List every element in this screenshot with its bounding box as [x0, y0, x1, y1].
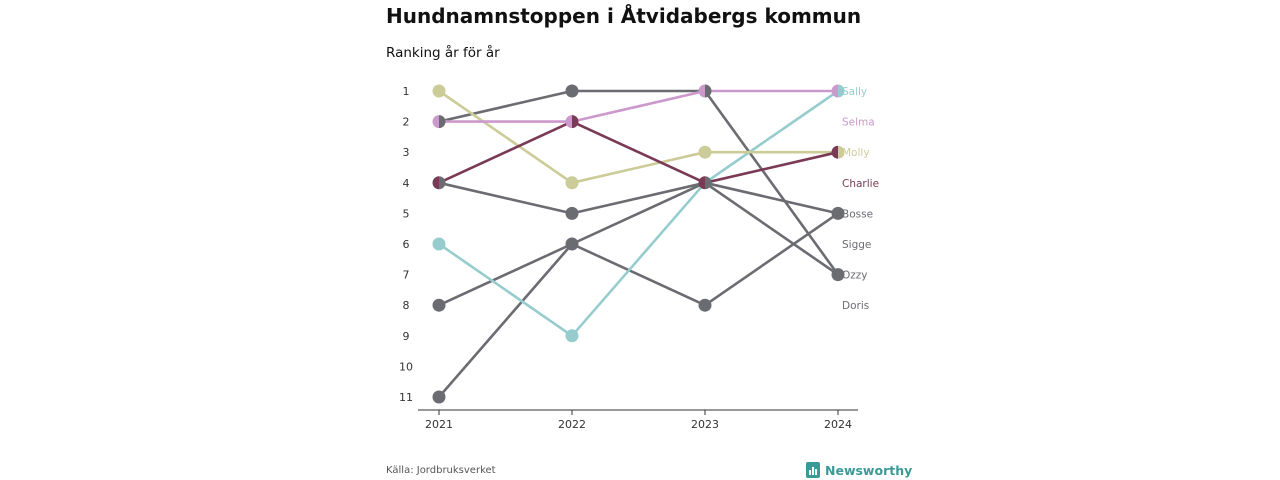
- point-charlie-selma-2022-left: [565, 115, 572, 129]
- point-molly-2023: [698, 145, 712, 159]
- y-tick-label: 4: [403, 177, 410, 190]
- chart-title: Hundnamnstoppen i Åtvidabergs kommun: [386, 4, 862, 28]
- x-tick-label: 2022: [558, 418, 586, 431]
- newsworthy-icon: [806, 462, 820, 478]
- point-sigge-2021: [432, 298, 446, 312]
- point-ozzy-selma-2023-right: [705, 84, 712, 98]
- end-label-charlie: Charlie: [842, 178, 879, 190]
- y-tick-label: 11: [399, 391, 413, 404]
- y-tick-label: 8: [403, 299, 410, 312]
- point-sally-2021: [432, 237, 446, 251]
- point-bosse-charlie-2021-left: [432, 176, 439, 190]
- point-sigge-bosse-sally-charlie-2023-right: [705, 176, 712, 190]
- source-note: Källa: Jordbruksverket: [386, 465, 496, 476]
- x-tick-label: 2021: [425, 418, 453, 431]
- y-tick-label: 9: [403, 330, 410, 343]
- end-label-selma: Selma: [842, 117, 875, 129]
- point-molly-charlie-2024-right: [838, 145, 845, 159]
- y-tick-label: 2: [403, 116, 410, 129]
- end-label-bosse: Bosse: [842, 208, 873, 220]
- point-bosse-2022: [565, 206, 579, 220]
- end-label-molly: Molly: [842, 147, 870, 159]
- point-ozzy-2022: [565, 84, 579, 98]
- point-molly-2021: [432, 84, 446, 98]
- point-molly-2022: [565, 176, 579, 190]
- x-tick-label: 2024: [824, 418, 852, 431]
- point-ozzy-selma-2023-left: [698, 84, 705, 98]
- point-sally-selma-2024-right: [838, 84, 845, 98]
- end-label-doris: Doris: [842, 300, 869, 312]
- point-ozzy-selma-2021-left: [432, 115, 439, 129]
- series-line-sigge: [437, 181, 840, 307]
- y-tick-label: 5: [403, 207, 410, 220]
- chart-subtitle: Ranking år för år: [386, 45, 500, 61]
- series-line-selma: [437, 89, 840, 123]
- point-bosse-charlie-2021-right: [439, 176, 446, 190]
- x-tick-label: 2023: [691, 418, 719, 431]
- series-line-doris: [437, 212, 840, 399]
- point-molly-charlie-2024-left: [831, 145, 838, 159]
- series-line-molly: [437, 89, 840, 185]
- y-tick-label: 10: [399, 360, 413, 373]
- y-tick-label: 3: [403, 146, 410, 159]
- point-doris-sigge-2022: [565, 237, 579, 251]
- end-label-sally: Sally: [842, 86, 867, 98]
- point-ozzy-selma-2021-right: [439, 115, 446, 129]
- point-sally-2022: [565, 329, 579, 343]
- point-doris-bosse-2024: [831, 206, 845, 220]
- series-line-sally: [437, 89, 840, 338]
- point-sally-selma-2024-left: [831, 84, 838, 98]
- end-label-sigge: Sigge: [842, 239, 871, 251]
- y-tick-label: 7: [403, 269, 410, 282]
- end-label-ozzy: Ozzy: [842, 270, 868, 282]
- point-sigge-ozzy-2024: [831, 268, 845, 282]
- series-line-charlie: [437, 120, 840, 185]
- brand-logo[interactable]: Newsworthy: [806, 462, 912, 478]
- point-doris-2021: [432, 390, 446, 404]
- brand-name: Newsworthy: [825, 462, 913, 478]
- y-tick-label: 1: [403, 85, 410, 98]
- series-line-bosse: [437, 181, 840, 215]
- series-line-ozzy: [437, 89, 840, 276]
- point-doris-2023: [698, 298, 712, 312]
- y-tick-label: 6: [403, 238, 410, 251]
- point-charlie-selma-2022-right: [572, 115, 579, 129]
- point-sigge-bosse-sally-charlie-2023-left: [698, 176, 705, 190]
